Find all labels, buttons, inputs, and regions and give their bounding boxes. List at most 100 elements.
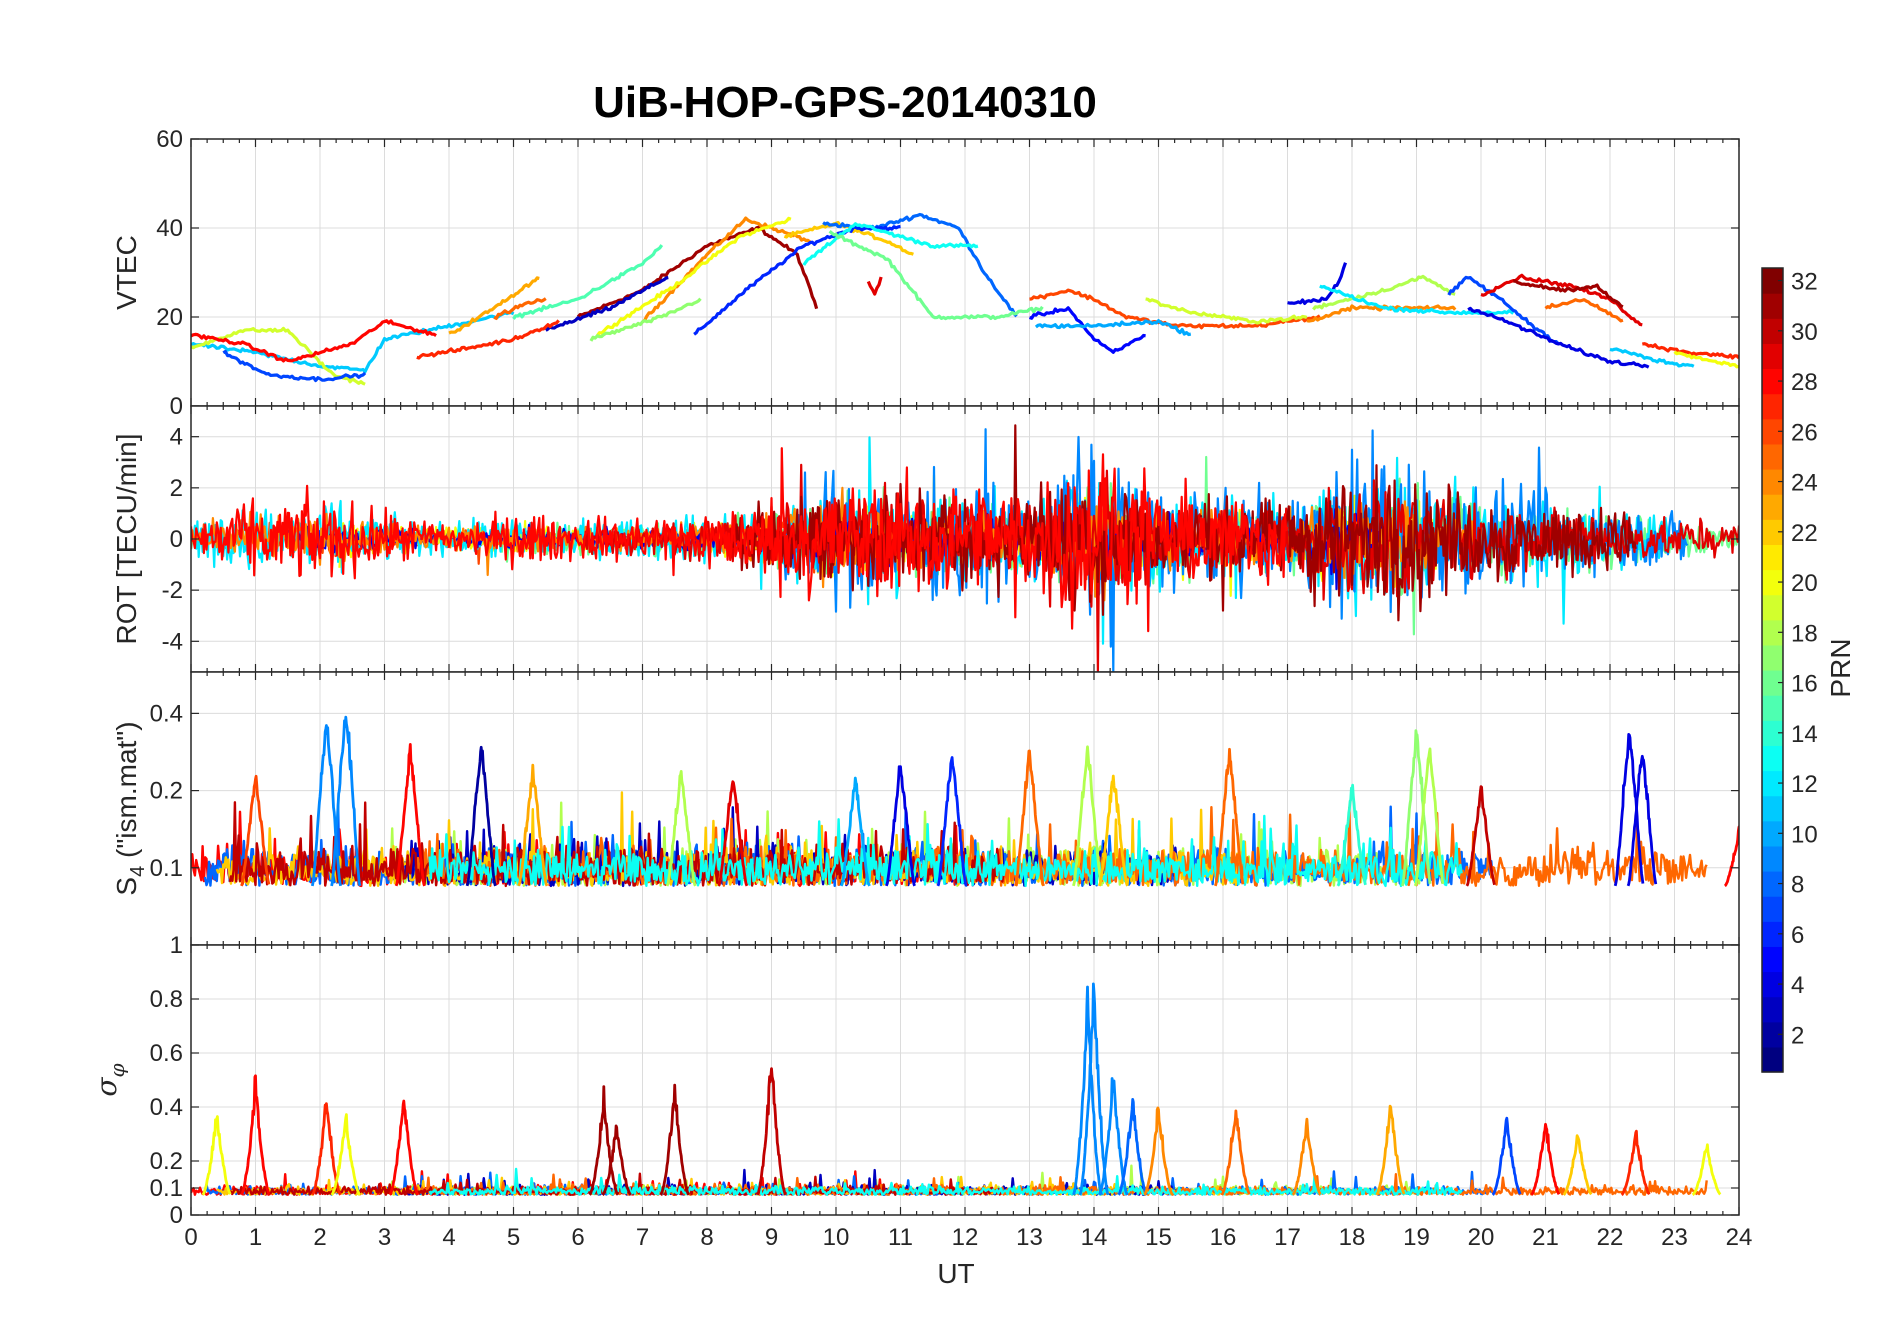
s4-peak-prn-30: [1465, 785, 1496, 887]
x-tick-label: 22: [1597, 1224, 1624, 1251]
colorbar-swatch: [1762, 268, 1783, 294]
vtec-series-prn-20: [1673, 350, 1739, 369]
colorbar-tick-label: 30: [1791, 319, 1818, 346]
y-tick-label: -2: [162, 577, 183, 604]
s4-peak-prn-18: [1072, 745, 1104, 887]
colorbar-frame: [1761, 267, 1784, 1073]
x-tick-label: 8: [700, 1224, 713, 1251]
panel-2: -4 -2 0 2 4 ROT [TECU/min]: [111, 405, 1740, 673]
colorbar-swatch: [1762, 670, 1783, 696]
s4-peak-prn-25: [1014, 749, 1045, 887]
colorbar-swatch: [1762, 469, 1783, 495]
sigma-phi-peak-prn-20: [330, 1113, 361, 1196]
x-tick-label: 6: [571, 1224, 584, 1251]
colorbar-tick-label: 28: [1791, 369, 1818, 396]
panel-3: 0.10.20.4S4 ("ism.mat"): [111, 671, 1740, 946]
series-group: [191, 715, 1739, 888]
rot-series-prn-28: [191, 447, 1289, 633]
x-tick-label: 21: [1532, 1224, 1559, 1251]
colorbar-swatch: [1762, 343, 1783, 370]
colorbar-swatch: [1762, 393, 1783, 420]
vtec-series-prn-25: [1544, 298, 1624, 323]
vtec-series-prn-25: [493, 297, 547, 320]
colorbar-swatch: [1762, 443, 1783, 470]
y-axis-label-rest: ("ism.mat"): [111, 721, 142, 865]
colorbar-tick-label: 20: [1791, 570, 1818, 597]
colorbar-swatch: [1762, 569, 1783, 596]
y-tick-label: 40: [156, 215, 183, 242]
sigma-phi-peak-prn-31: [601, 1124, 632, 1196]
x-tick-labels: 0 1 2 3 4 5 6 7 8 9 10 11 12 13 14 15 16 17 18 19 20 21 22 23 24: [184, 1224, 1752, 1251]
sigma-phi-peak-prn-22: [1562, 1134, 1593, 1196]
s4-peak-prn-9: [330, 715, 362, 887]
colorbar-swatch: [1762, 695, 1783, 721]
colorbar-swatch: [1762, 871, 1783, 897]
vtec-series-prn-6: [693, 224, 901, 336]
x-tick-label: 3: [378, 1224, 391, 1251]
vtec-series-prn-16: [828, 230, 1044, 321]
sigma-phi-peak-prn-8: [1117, 1098, 1148, 1196]
colorbar-tick-label: 24: [1791, 470, 1818, 497]
s4-peak-prn-6: [936, 756, 968, 887]
x-tick-label: 2: [313, 1224, 326, 1251]
y-axis-label: ROT [TECU/min]: [111, 433, 142, 644]
vtec-series-prn-7: [1447, 275, 1560, 346]
colorbar-swatch: [1762, 745, 1783, 772]
colorbar-tick-label: 4: [1791, 972, 1804, 999]
colorbar-swatch: [1762, 795, 1783, 822]
y-axis-label-subscript: φ: [105, 1063, 129, 1077]
colorbar-swatch: [1762, 519, 1783, 545]
sigma-phi-peak-prn-31: [588, 1085, 620, 1196]
x-tick-label: 0: [184, 1224, 197, 1251]
x-tick-label: 10: [823, 1224, 850, 1251]
sigma-phi-peak-prn-27: [1620, 1129, 1651, 1196]
vtec-series-prn-20: [596, 216, 792, 337]
y-tick-label: 0.2: [150, 1148, 183, 1175]
vtec-series-prn-15: [512, 244, 664, 320]
vtec-series-prn-18: [1312, 274, 1456, 311]
sigma-phi-peak-prn-9: [1078, 982, 1110, 1196]
panel-1: 0 20 40 60 VTEC: [111, 126, 1740, 420]
vtec-series-prn-17: [589, 297, 702, 342]
vtec-series-prn-26: [1029, 288, 1321, 330]
colorbar-swatch: [1762, 318, 1783, 344]
colorbar-swatch: [1762, 293, 1783, 319]
colorbar-swatch: [1762, 971, 1783, 998]
colorbar-tick-label: 2: [1791, 1022, 1804, 1049]
s4-peak-prn-28: [394, 743, 426, 887]
sigma-phi-peak-prn-20: [201, 1115, 232, 1196]
vtec-series-prn-5: [1029, 306, 1146, 354]
vtec-series-prn-29: [1480, 273, 1643, 327]
colorbar-tick-label: 16: [1791, 671, 1818, 698]
x-tick-label: 20: [1468, 1224, 1495, 1251]
vtec-series-prn-11: [1609, 347, 1695, 368]
vtec-series-prn-27: [416, 319, 560, 360]
x-tick-label: 7: [636, 1224, 649, 1251]
x-tick-label: 9: [765, 1224, 778, 1251]
y-axis-label-main: S: [111, 877, 142, 896]
colorbar-swatch: [1762, 1021, 1783, 1048]
s4-peak-prn-23: [517, 763, 549, 887]
colorbar-swatch: [1762, 1046, 1783, 1073]
colorbar-swatch: [1762, 594, 1783, 621]
s4-peak-prn-4: [1626, 754, 1658, 887]
y-tick-label: 0.1: [150, 855, 183, 882]
vtec-series-prn-27: [1642, 342, 1739, 360]
vtec-series-prn-11: [191, 310, 515, 374]
vtec-series-prn-29: [866, 276, 883, 296]
y-tick-label: -4: [162, 628, 183, 655]
sigma-phi-peak-prn-28: [1530, 1122, 1561, 1196]
x-tick-label: 24: [1726, 1224, 1753, 1251]
y-tick-label: 0.6: [150, 1040, 183, 1067]
panel-4: 00.10.2 0.4 0.6 0.8 1 σφ: [90, 932, 1740, 1229]
y-axis-label: VTEC: [111, 235, 142, 310]
sigma-phi-peak-prn-20: [1691, 1143, 1722, 1196]
colorbar-tick-label: 26: [1791, 419, 1818, 446]
x-tick-label: 19: [1403, 1224, 1430, 1251]
y-tick-label: 0: [170, 526, 183, 553]
vtec-series-prn-4: [1287, 262, 1348, 305]
vtec-series-prn-3: [544, 276, 669, 332]
s4-peak-prn-10: [839, 776, 871, 887]
vtec-series-prn-10: [1034, 319, 1192, 337]
colorbar-swatch: [1762, 996, 1783, 1023]
